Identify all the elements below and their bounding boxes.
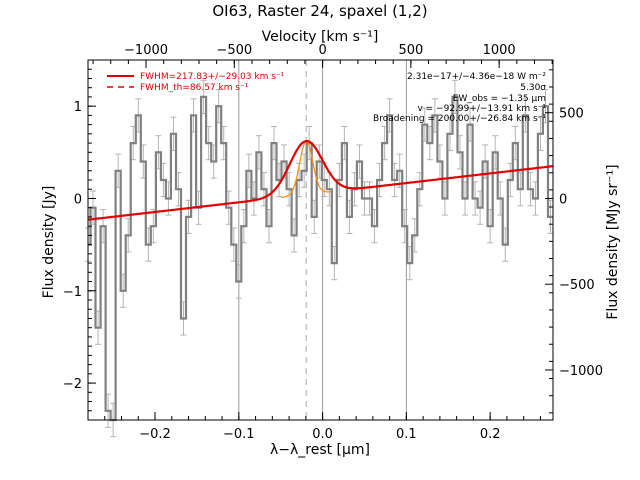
top-axis-label: Velocity [km s⁻¹] xyxy=(262,29,379,45)
plot-content xyxy=(85,60,554,438)
y-tick-label: −1 xyxy=(63,285,82,300)
right-axis-label: Flux density [MJy sr⁻¹] xyxy=(605,164,621,319)
y-tick-label: −2 xyxy=(63,377,82,392)
annotation-significance: 5.30σ xyxy=(520,83,546,93)
top-tick-label: 500 xyxy=(398,43,423,58)
x-tick-label: −0.2 xyxy=(139,427,171,442)
y-tick-label: 0 xyxy=(74,192,82,207)
annotation-equivalent-width: EW_obs = −1.35 μm xyxy=(453,94,546,104)
annotation-broadening: Broadening = 200.00+/−26.84 km s⁻¹ xyxy=(373,114,546,124)
x-tick-label: 0.1 xyxy=(396,427,417,442)
y-tick-label: 1 xyxy=(74,100,82,115)
annotation-velocity: v = −92.99+/−13.91 km s⁻¹ xyxy=(417,104,546,114)
top-tick-label: 0 xyxy=(318,43,326,58)
annotation-line-flux: 2.31e−17+/−4.36e−18 W m⁻² xyxy=(407,72,546,82)
right-tick-label: 0 xyxy=(559,192,567,207)
right-tick-label: 500 xyxy=(559,107,584,122)
x-axis-label: λ−λ_rest [μm] xyxy=(270,442,370,458)
right-tick-label: −1000 xyxy=(559,364,603,379)
legend-label-fwhm: FWHM=217.83+/−29.03 km s⁻¹ xyxy=(140,72,285,82)
legend-label-fwhm-th: FWHM_th=86.57 km s⁻¹ xyxy=(140,83,249,93)
y-axis-label: Flux density [Jy] xyxy=(41,186,57,299)
x-tick-label: −0.1 xyxy=(223,427,255,442)
chart-title: OI63, Raster 24, spaxel (1,2) xyxy=(212,2,427,20)
top-tick-label: −500 xyxy=(216,43,252,58)
axes: −0.2 −0.1 0.0 0.1 0.2 −1000 −500 0 500 1000 1 0 −1 −2… xyxy=(63,43,603,442)
fit-annotations: 2.31e−17+/−4.36e−18 W m⁻² 5.30σ EW_obs =… xyxy=(373,72,546,124)
right-tick-label: −500 xyxy=(559,278,595,293)
x-tick-label: 0.2 xyxy=(480,427,501,442)
x-tick-label: 0.0 xyxy=(312,427,333,442)
top-tick-label: 1000 xyxy=(483,43,516,58)
top-tick-label: −1000 xyxy=(124,43,168,58)
plot-frame xyxy=(87,59,554,421)
spectrum-trace xyxy=(88,95,553,422)
gaussian-fit-curve xyxy=(87,139,554,221)
legend: FWHM=217.83+/−29.03 km s⁻¹ FWHM_th=86.57… xyxy=(107,72,285,93)
